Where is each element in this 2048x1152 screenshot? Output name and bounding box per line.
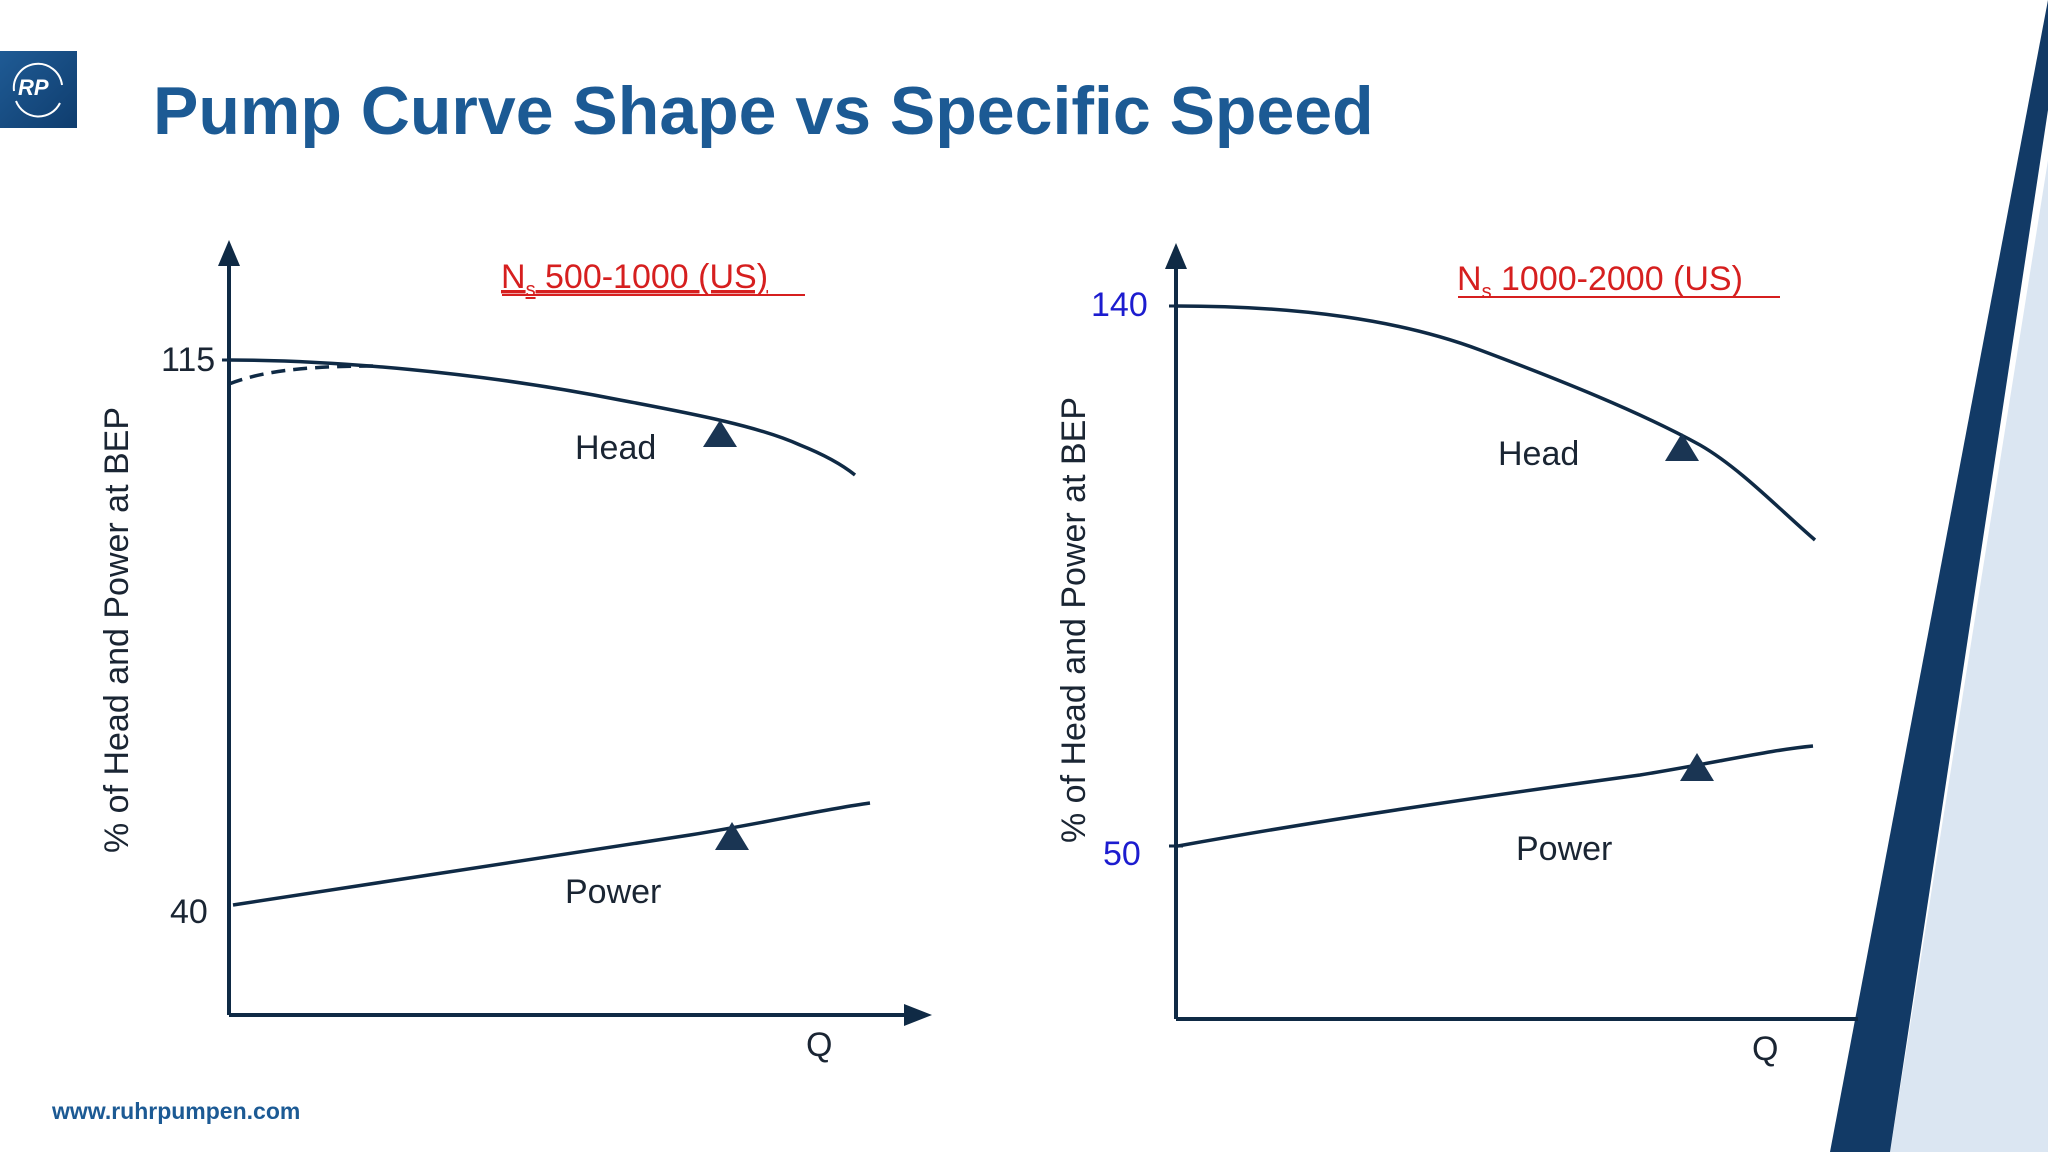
tick-label-top-left: 115 — [161, 341, 215, 379]
power-label-right: Power — [1516, 830, 1612, 868]
ns-label-left: Ns 500-1000 (US) — [501, 258, 768, 301]
head-curve-right — [1175, 304, 1817, 542]
head-label-left: Head — [575, 429, 656, 467]
y-axis-arrow-right — [1165, 243, 1187, 269]
tick-label-bottom-left: 40 — [170, 893, 208, 931]
power-curve-right — [1177, 744, 1814, 848]
bep-marker-power-right — [1680, 753, 1714, 781]
head-curve-dashed-left — [228, 364, 376, 386]
ns-label-n-right: N — [1457, 260, 1482, 298]
y-axis-label-right: % of Head and Power at BEP — [1055, 397, 1093, 843]
decor-band-dark — [1830, 0, 2048, 1152]
ns-label-right: Ns 1000-2000 (US) — [1457, 260, 1743, 303]
y-axis-label-left: % of Head and Power at BEP — [98, 407, 136, 853]
ns-label-range-right: 1000-2000 (US) — [1492, 260, 1743, 298]
footer-url: www.ruhrpumpen.com — [52, 1098, 301, 1124]
slide-title: Pump Curve Shape vs Specific Speed — [153, 73, 1374, 149]
y-axis-arrow-left — [218, 240, 240, 266]
bep-marker-power-left — [715, 822, 749, 850]
x-axis-arrow-left — [904, 1004, 932, 1026]
power-curve-left — [232, 801, 871, 907]
logo-arc-icon — [12, 62, 63, 118]
head-label-right: Head — [1498, 435, 1579, 473]
logo-text: RP — [18, 75, 49, 100]
ns-label-sub-right: s — [1482, 281, 1492, 303]
bep-marker-head-right — [1665, 433, 1699, 461]
company-logo: RP — [0, 51, 77, 128]
x-axis-label-right: Q — [1752, 1030, 1778, 1068]
power-label-left: Power — [565, 873, 661, 911]
tick-label-top-right: 140 — [1091, 286, 1148, 324]
decor-band-light — [1890, 0, 2048, 1152]
ns-label-sub-left: s — [526, 279, 536, 301]
chart-left: 115 40 Head Power Q % of Head and Power … — [98, 240, 932, 1064]
head-curve-left — [228, 358, 857, 477]
ns-label-range-left: 500-1000 (US) — [536, 258, 768, 296]
chart-right: 140 50 Head Power Q % of Head and Power … — [1055, 243, 1858, 1068]
x-axis-label-left: Q — [806, 1026, 832, 1064]
tick-label-bottom-right: 50 — [1103, 835, 1141, 873]
bep-marker-head-left — [703, 420, 737, 447]
ns-label-n-left: N — [501, 258, 526, 296]
